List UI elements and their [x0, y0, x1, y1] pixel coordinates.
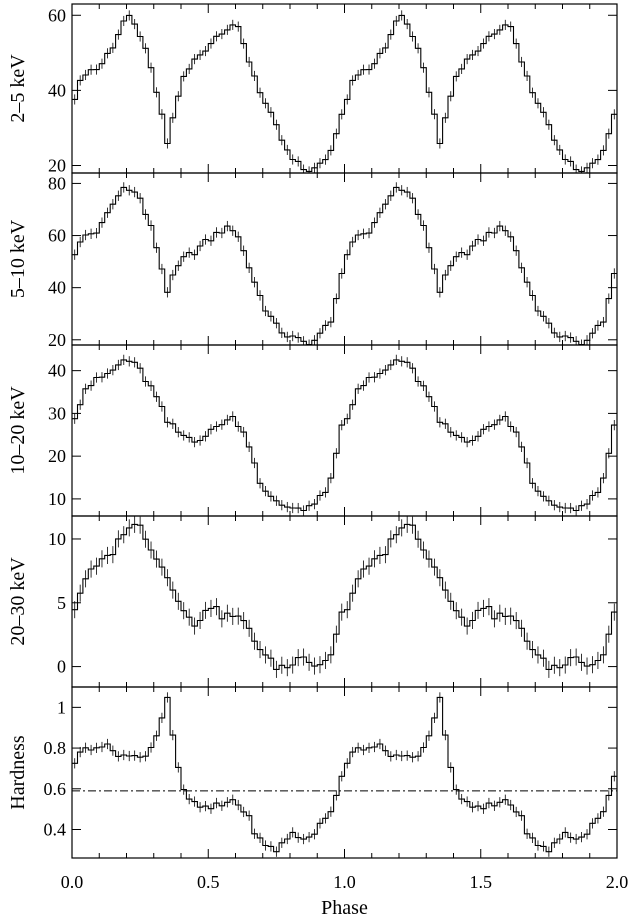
y-tick-label: 10 — [48, 529, 66, 549]
y-tick-label: 60 — [48, 226, 66, 246]
data-point — [398, 525, 400, 527]
panel-4: 0 5 10 20–30 keV — [7, 515, 618, 688]
panel-2: 20 40 60 80 5–10 keV — [7, 172, 618, 350]
panel-1: 20 40 60 2–5 keV — [7, 3, 618, 175]
x-tick-label: 0.5 — [197, 872, 220, 892]
data-point — [98, 378, 100, 380]
data-point — [371, 743, 373, 745]
profile-line — [72, 186, 617, 346]
y-tick-label: 30 — [48, 403, 66, 423]
y-tick-label: 5 — [57, 593, 66, 613]
y-tick-label: 10 — [48, 489, 66, 509]
data-point — [507, 22, 509, 24]
y-tick-label: 0.8 — [44, 738, 67, 758]
y-tick-label: 0.4 — [44, 820, 67, 840]
data-point — [125, 525, 127, 527]
y-tick-label: 80 — [48, 173, 66, 193]
y-tick-label: 40 — [48, 278, 66, 298]
profile-line — [72, 696, 617, 853]
y-tick-label: 40 — [48, 361, 66, 381]
y-tick-label: 0.6 — [44, 779, 67, 799]
data-point — [398, 357, 400, 359]
x-tick-label: 0.0 — [61, 872, 84, 892]
data-point — [234, 22, 236, 24]
data-point — [125, 357, 127, 359]
y-axis-label: 20–30 keV — [7, 557, 29, 646]
y-tick-label: 20 — [48, 155, 66, 175]
x-tick-label: 1.5 — [470, 872, 493, 892]
y-axis-label: 10–20 keV — [7, 386, 29, 475]
y-tick-label: 0 — [57, 657, 66, 677]
data-point — [398, 182, 400, 184]
x-tick-label: 1.0 — [333, 872, 356, 892]
x-tick-label: 2.0 — [606, 872, 629, 892]
profile-line — [72, 14, 617, 172]
y-tick-label: 40 — [48, 80, 66, 100]
x-axis-label: Phase — [321, 897, 368, 917]
y-tick-label: 20 — [48, 330, 66, 350]
profile-line — [72, 359, 617, 512]
panel-5: 0.4 0.6 0.8 1 Hardness 0.0 0.5 1.0 1.5 2.0 Phase — [7, 686, 629, 917]
data-point — [480, 602, 482, 604]
data-point — [343, 602, 345, 604]
y-axis-label: 5–10 keV — [7, 219, 29, 298]
panel-3: 10 20 30 40 10–20 keV — [7, 344, 618, 517]
y-tick-label: 60 — [48, 5, 66, 25]
data-point — [207, 602, 209, 604]
y-axis-label: 2–5 keV — [7, 54, 29, 123]
data-point — [507, 227, 509, 229]
data-point — [343, 412, 345, 414]
panel-frame — [71, 515, 618, 688]
profile-line — [72, 523, 617, 670]
data-point — [234, 227, 236, 229]
y-tick-label: 1 — [57, 697, 66, 717]
data-point — [98, 743, 100, 745]
data-point — [125, 182, 127, 184]
y-tick-label: 20 — [48, 446, 66, 466]
y-axis-label: Hardness — [7, 735, 29, 810]
data-point — [371, 378, 373, 380]
